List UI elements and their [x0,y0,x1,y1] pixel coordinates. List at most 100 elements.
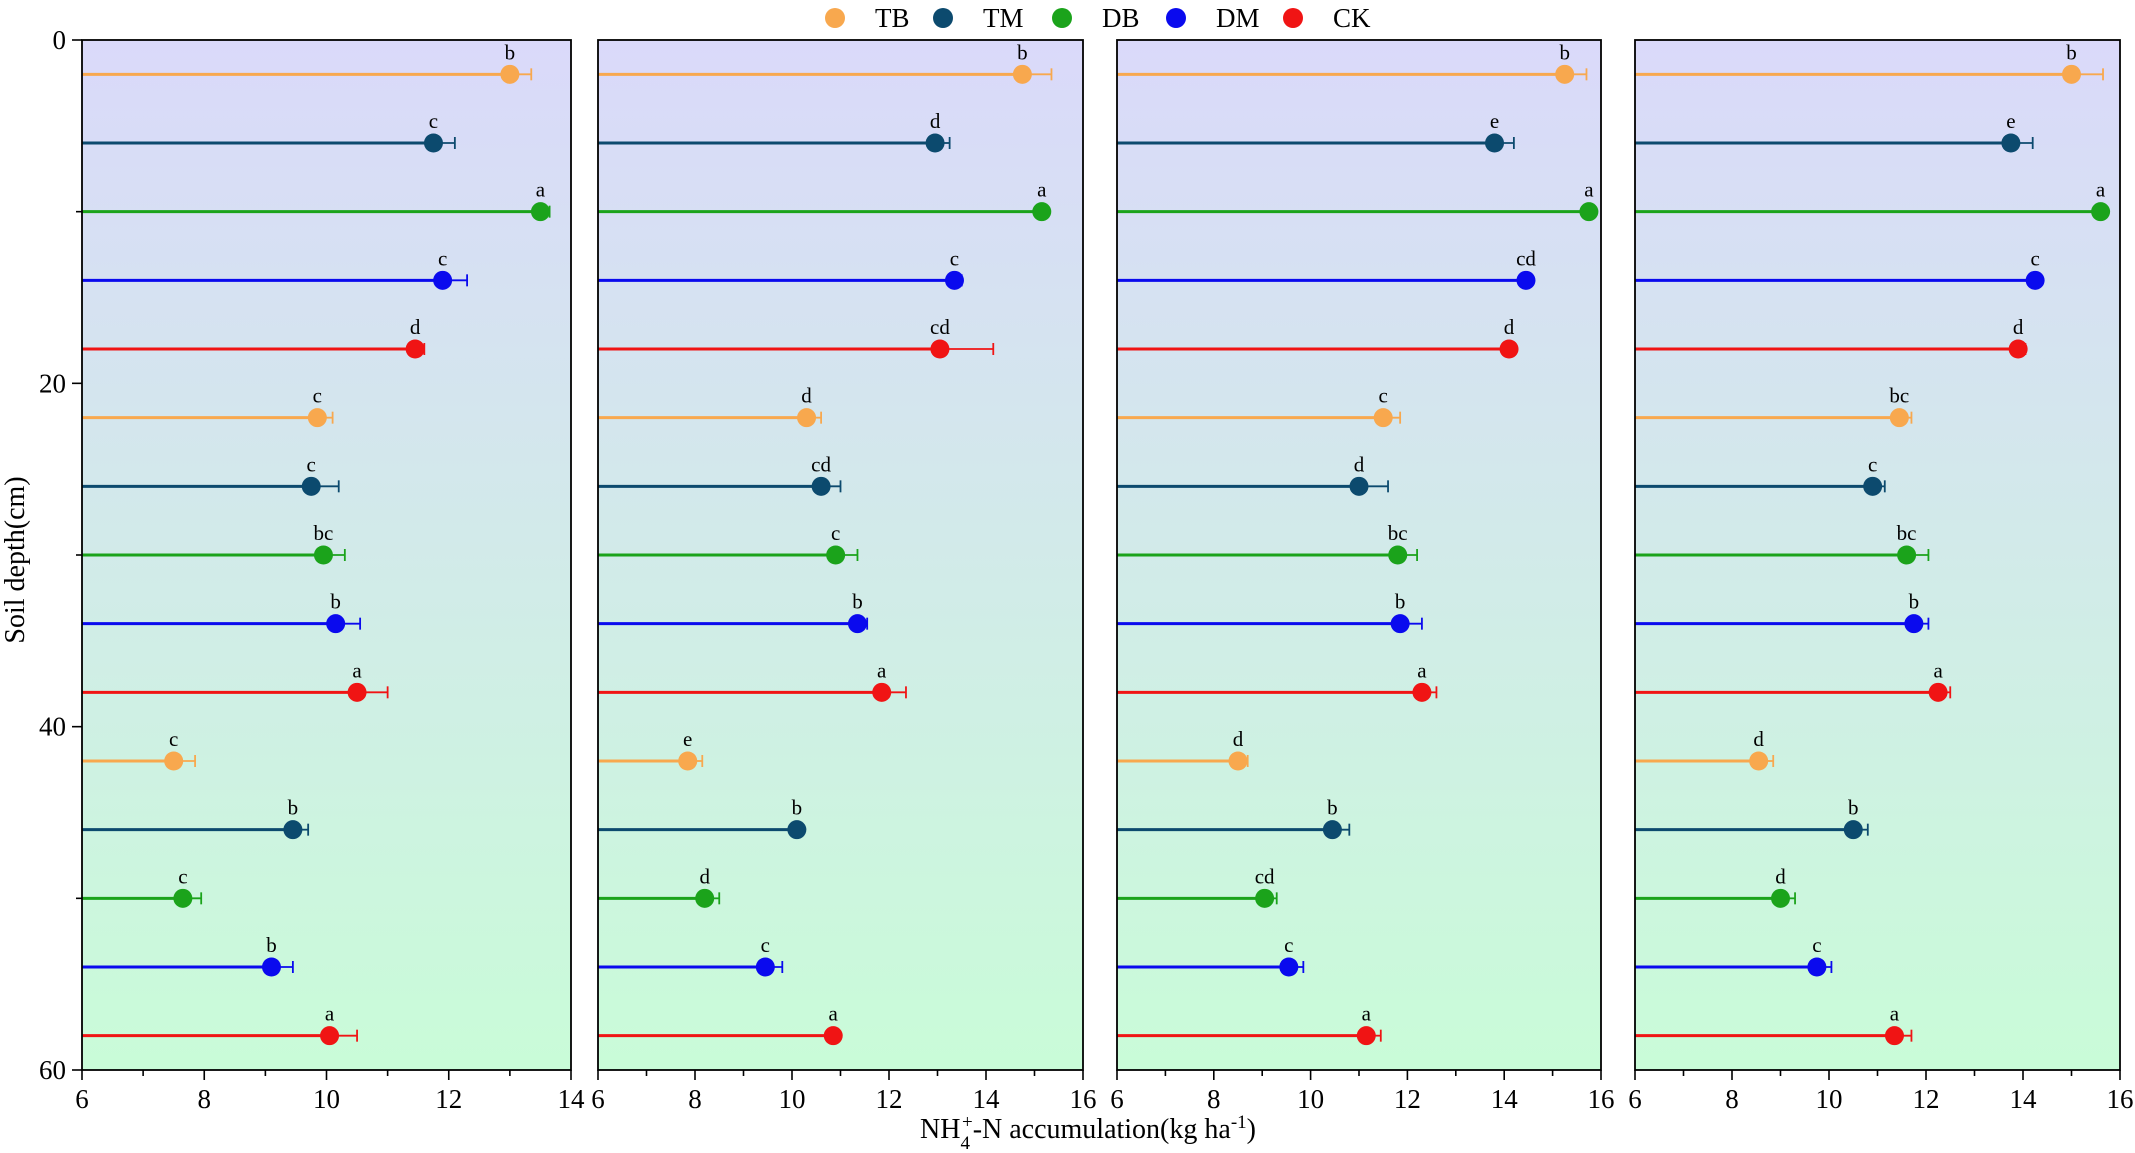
x-tick-label: 10 [1297,1084,1324,1114]
bar-db-50: d [598,864,721,908]
legend-label-db: DB [1102,3,1140,33]
bar-dm-54: c [1635,933,1833,977]
data-point [1904,614,1924,634]
data-point [164,751,184,771]
x-tick-label: 10 [779,1084,806,1114]
bar-tb-22: d [598,384,822,428]
bar-tm-26: c [1635,452,1886,496]
data-point [755,957,775,977]
data-point [261,957,281,977]
x-tick-label: 8 [1725,1084,1739,1114]
significance-label: a [877,658,887,682]
bar-tm-6: d [598,109,951,153]
bar-dm-34: b [82,590,362,634]
data-point [283,820,303,840]
significance-label: a [536,178,546,202]
data-point [1356,1026,1376,1046]
panel-2: 6 8 10 12 14 16 b d a c cd d cd c b a e b d c a [591,39,1097,1114]
bar-tb-22: c [82,384,334,428]
x-axis-title-sup: + [962,1112,973,1133]
significance-label: c [1284,933,1293,957]
bar-tb-2: b [598,40,1053,84]
bar-tm-6: e [1635,109,2034,153]
significance-label: d [699,864,710,888]
bar-db-10: a [598,178,1052,222]
bar-dm-14: cd [1117,246,1536,290]
bar-tb-42: c [82,727,196,771]
significance-label: c [307,452,316,476]
significance-label: c [438,246,447,270]
bar-tm-6: e [1117,109,1515,153]
significance-label: a [325,1002,335,1026]
bar-tb-2: b [1117,40,1588,84]
significance-label: bc [1388,521,1408,545]
legend-label-dm: DM [1216,3,1260,33]
significance-label: d [410,315,421,339]
data-point [405,339,425,359]
data-point [1485,133,1505,153]
data-point [847,614,867,634]
data-point [307,408,327,428]
x-tick-label: 10 [313,1084,340,1114]
bar-db-10: a [1117,178,1599,222]
significance-label: e [683,727,692,751]
data-point [1388,545,1408,565]
data-point [2025,270,2045,290]
x-axis-title-end: ) [1247,1114,1256,1145]
data-point [1555,64,1575,84]
data-point [678,751,698,771]
bar-tb-22: bc [1635,384,1913,428]
panel-frame [1116,39,1602,1071]
significance-label: b [266,933,277,957]
bar-tm-46: b [1635,796,1869,840]
data-point [1499,339,1519,359]
significance-label: b [1327,796,1338,820]
bar-tm-26: c [82,452,340,496]
data-point [347,682,367,702]
data-point [1373,408,1393,428]
data-point [695,888,715,908]
significance-label: b [1559,40,1570,64]
significance-label: b [1395,590,1406,614]
significance-label: d [1504,315,1515,339]
significance-label: c [831,521,840,545]
legend-marker-ck [1283,8,1303,28]
significance-label: d [1753,727,1764,751]
bar-dm-34: b [1117,590,1423,634]
x-tick-label: 6 [75,1084,89,1114]
bar-ck-38: a [1117,658,1438,702]
data-point [811,476,831,496]
bar-tm-26: d [1117,452,1389,496]
x-tick-label: 8 [1207,1084,1221,1114]
bar-db-10: a [1635,178,2111,222]
bar-db-10: a [82,178,551,222]
data-point [326,614,346,634]
significance-label: a [1933,658,1943,682]
x-tick-label: 12 [435,1084,462,1114]
bar-tb-2: b [1635,40,2104,84]
bar-dm-34: b [1635,590,1930,634]
data-point [2062,64,2081,84]
data-point [1749,751,1769,771]
x-axis-title-main: NH [920,1114,960,1145]
data-point [2008,339,2028,359]
significance-label: c [2030,246,2039,270]
bar-tb-22: c [1117,384,1402,428]
bar-tb-42: d [1635,727,1775,771]
bar-ck-18: d [1117,315,1519,359]
significance-label: a [829,1002,839,1026]
significance-label: d [1233,727,1244,751]
significance-label: cd [1516,246,1536,270]
legend-label-tb: TB [875,3,910,33]
legend-marker-tm [933,8,953,28]
x-tick-label: 14 [1491,1084,1519,1114]
data-point [1516,270,1536,290]
bar-dm-54: c [1117,933,1305,977]
significance-label: b [792,796,803,820]
y-tick-label: 20 [39,368,66,398]
significance-label: c [178,864,187,888]
significance-label: b [1909,590,1920,614]
data-point [1012,64,1032,84]
legend-label-ck: CK [1333,3,1371,33]
